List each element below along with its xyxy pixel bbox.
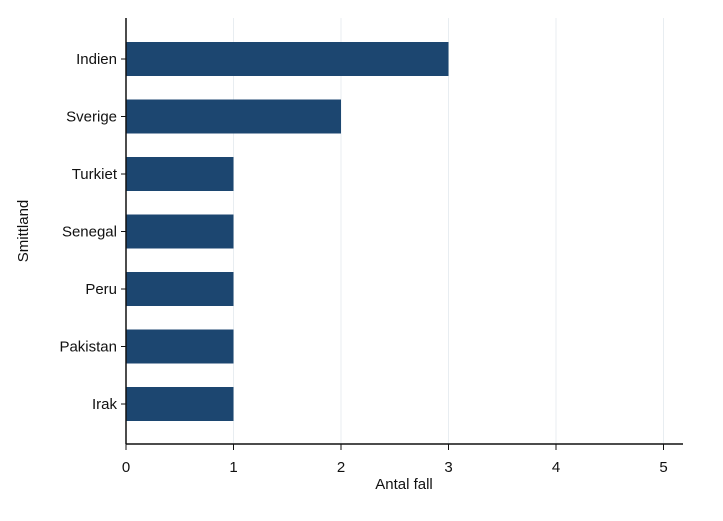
bar-senegal [126, 214, 234, 249]
x-tick-label: 1 [229, 459, 237, 476]
category-label: Peru [85, 281, 117, 298]
bars [126, 42, 449, 421]
x-tick-label: 4 [552, 459, 560, 476]
x-tick-label: 0 [122, 459, 130, 476]
bar-irak [126, 387, 234, 421]
category-label: Senegal [62, 224, 117, 241]
gridlines [233, 18, 664, 444]
category-label: Sverige [66, 109, 117, 126]
x-ticks: 0 1 2 3 4 5 [122, 444, 668, 476]
x-tick-label: 2 [337, 459, 345, 476]
category-labels: Indien Sverige Turkiet Senegal Peru Pakistan I… [59, 51, 126, 413]
bar-peru [126, 272, 234, 306]
x-axis-title: Antal fall [375, 476, 433, 493]
x-tick-label: 5 [659, 459, 667, 476]
category-label: Turkiet [72, 166, 118, 183]
category-label: Indien [76, 51, 117, 68]
bar-pakistan [126, 329, 234, 364]
category-label: Pakistan [59, 339, 117, 356]
x-tick-label: 3 [444, 459, 452, 476]
y-axis-title: Smittland [15, 200, 32, 263]
category-label: Irak [92, 396, 118, 413]
bar-indien [126, 42, 449, 76]
bar-sverige [126, 99, 341, 134]
bar-turkiet [126, 157, 234, 191]
